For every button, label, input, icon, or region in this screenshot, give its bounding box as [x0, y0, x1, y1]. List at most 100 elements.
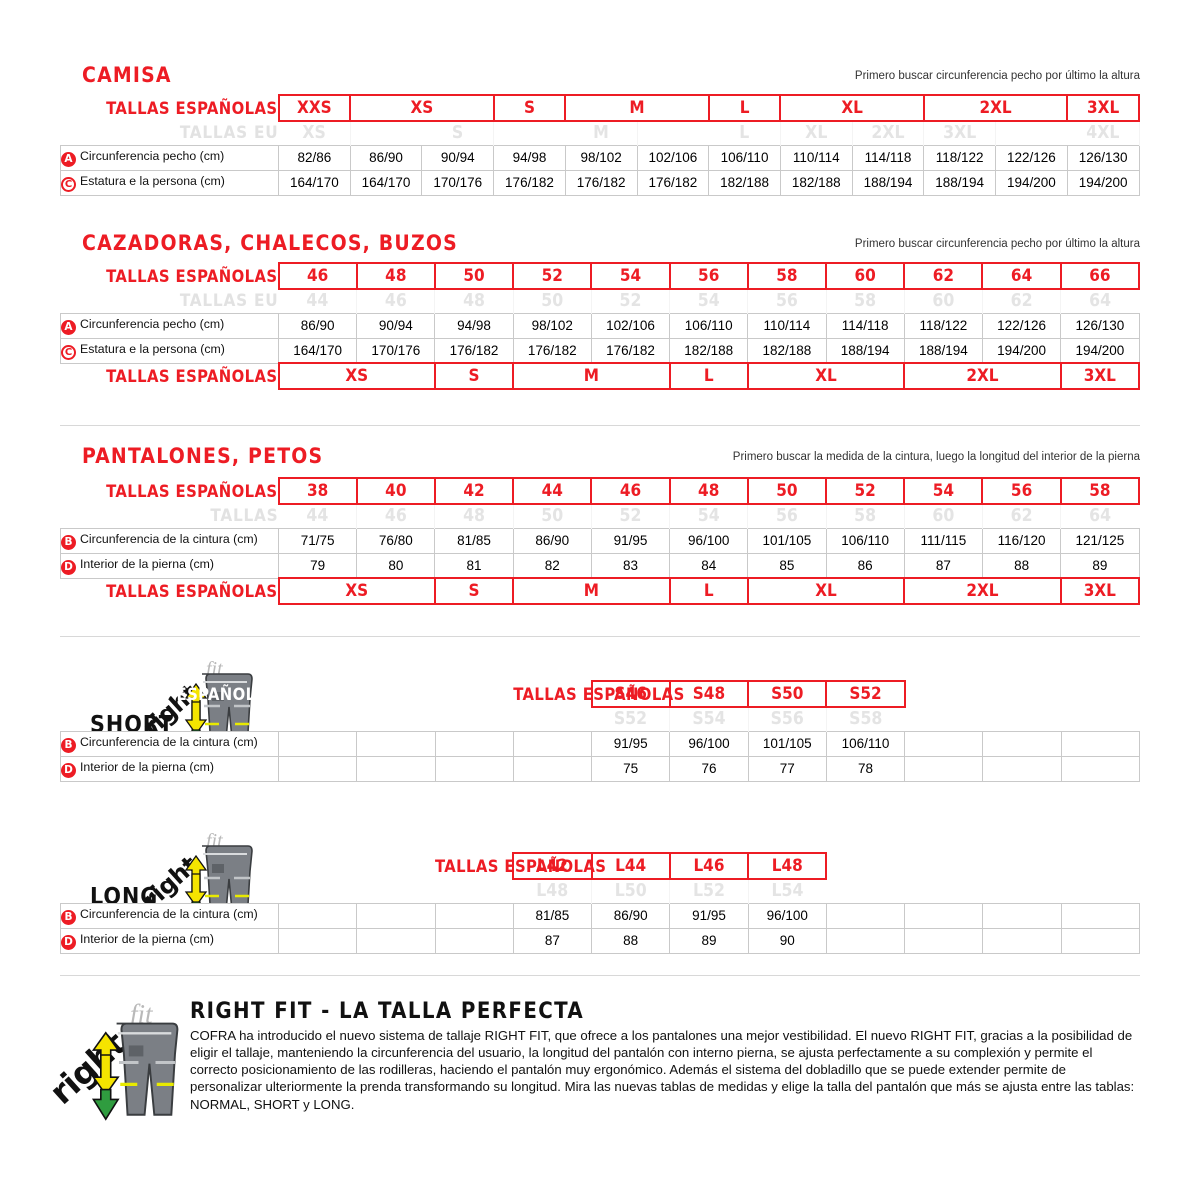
table-cell: 91/95 — [669, 902, 749, 929]
table-cell: 116/120 — [981, 527, 1062, 554]
table-cell — [982, 730, 1062, 757]
pantalones-es-size[interactable]: 56 — [981, 477, 1062, 505]
short-eu-size: S58 — [849, 709, 883, 730]
long-es-size[interactable]: L46 — [668, 852, 750, 880]
camisa-es-size[interactable]: 2XL — [922, 94, 1069, 122]
cazadoras-footer-size[interactable]: L — [668, 362, 749, 390]
camisa-title: CAMISA — [82, 63, 172, 87]
pantalones-es-size[interactable]: 46 — [590, 477, 671, 505]
cazadoras-es-size[interactable]: 56 — [668, 262, 749, 290]
table-cell — [904, 730, 984, 757]
pantalones-footer-size[interactable]: XL — [746, 577, 906, 605]
cazadoras-es-size[interactable]: 66 — [1059, 262, 1141, 290]
cazadoras-footer-size[interactable]: XL — [746, 362, 906, 390]
camisa-eu-size: 3XL — [923, 121, 997, 145]
row-label-text: Circunferencia pecho (cm) — [80, 316, 225, 331]
cazadoras-footer-size[interactable]: M — [512, 362, 671, 390]
pantalones-title: PANTALONES, PETOS — [82, 444, 324, 468]
pantalones-es-size[interactable]: 40 — [355, 477, 436, 505]
cazadoras-footer-size[interactable]: S — [433, 362, 515, 390]
table-cell — [1060, 927, 1141, 954]
spacer — [1061, 707, 1139, 731]
pants-icon — [202, 673, 253, 750]
table-cell: 89 — [669, 927, 749, 954]
cazadoras-es-size[interactable]: 46 — [277, 262, 358, 290]
cazadoras-es-size[interactable]: 62 — [903, 262, 984, 290]
table-cell: 164/170 — [277, 337, 358, 364]
table-cell — [434, 927, 514, 954]
cazadoras-es-header-row: TALLAS ESPAÑOLAS 46 48 50 52 54 56 58 60… — [61, 262, 1141, 290]
pantalones-footer-size[interactable]: 3XL — [1059, 577, 1141, 605]
pantalones-es-size[interactable]: 42 — [433, 477, 515, 505]
pantalones-es-size[interactable]: 44 — [512, 477, 593, 505]
pantalones-footer-size[interactable]: L — [668, 577, 749, 605]
short-es-size[interactable]: S48 — [668, 680, 750, 708]
long-es-size[interactable]: L44 — [590, 852, 671, 880]
pantalones-es-size[interactable]: 58 — [1059, 477, 1141, 505]
short-es-size[interactable]: S50 — [747, 680, 828, 708]
table-cell: 118/122 — [923, 144, 997, 171]
pantalones-eu-size: 64 — [1089, 506, 1112, 527]
camisa-es-size[interactable]: L — [707, 94, 782, 122]
cazadoras-es-size[interactable]: 50 — [433, 262, 515, 290]
cazadoras-eu-label: TALLAS EU — [179, 290, 279, 311]
table-cell — [904, 755, 984, 782]
long-es-header-row: TALLAS ESPAÑOLAS L42 L44 L46 L48 — [61, 852, 1140, 880]
table-row: A Circunferencia pecho (cm) 86/90 90/94 9… — [60, 312, 1140, 339]
pantalones-eu-size: 46 — [356, 504, 436, 528]
camisa-eu-row: TALLAS EU XS S M L XL 2XL 3XL 4XL — [61, 121, 1140, 145]
pantalones-es-size[interactable]: 48 — [668, 477, 749, 505]
camisa-es-size[interactable]: M — [564, 94, 710, 122]
camisa-es-size[interactable]: S — [492, 94, 567, 122]
camisa-row-label-c: C Estatura e la persona (cm) — [60, 169, 279, 196]
pantalones-footer-size[interactable]: XS — [277, 577, 436, 605]
camisa-es-size[interactable]: XL — [779, 94, 925, 122]
pantalones-footer-size[interactable]: S — [433, 577, 515, 605]
cazadoras-es-size[interactable]: 64 — [981, 262, 1062, 290]
table-cell: 102/106 — [636, 144, 710, 171]
table-cell: 110/114 — [779, 144, 853, 171]
pantalones-es-size[interactable]: 52 — [825, 477, 906, 505]
short-es-size[interactable]: S52 — [825, 680, 906, 708]
table-cell: 86/90 — [512, 527, 592, 554]
pantalones-footer-label: TALLAS ESPAÑOLAS — [106, 581, 278, 601]
table-cell: 81/85 — [434, 527, 514, 554]
cazadoras-es-size[interactable]: 60 — [825, 262, 906, 290]
cazadoras-es-size[interactable]: 58 — [746, 262, 828, 290]
table-cell: 121/125 — [1060, 527, 1140, 554]
cazadoras-footer-size[interactable]: 2XL — [903, 362, 1062, 390]
short-row-label-b: B Circunferencia de la cintura (cm) — [60, 730, 279, 757]
long-es-size[interactable]: L42 — [512, 852, 593, 880]
cazadoras-table: TALLAS ESPAÑOLAS 46 48 50 52 54 56 58 60… — [60, 262, 1141, 390]
cazadoras-es-size[interactable]: 48 — [355, 262, 436, 290]
table-row: B Circunferencia de la cintura (cm) 91/95… — [60, 730, 1141, 757]
camisa-es-size[interactable]: XS — [349, 94, 495, 122]
table-cell — [982, 927, 1062, 954]
cazadoras-footer-size[interactable]: XS — [277, 362, 436, 390]
rightfit-logo-fit-text: fit — [130, 999, 153, 1029]
table-cell: 86/90 — [349, 144, 423, 171]
long-es-size[interactable]: L48 — [747, 852, 828, 880]
table-cell: 176/182 — [636, 169, 710, 196]
table-cell: 118/122 — [903, 312, 983, 339]
camisa-es-size[interactable]: 3XL — [1066, 94, 1140, 122]
cazadoras-es-size[interactable]: 52 — [512, 262, 593, 290]
cazadoras-es-size[interactable]: 54 — [590, 262, 671, 290]
cazadoras-footer-size[interactable]: 3XL — [1059, 362, 1141, 390]
rightfit-description: COFRA ha introducido el nuevo sistema de… — [190, 1028, 1135, 1112]
pantalones-footer-size[interactable]: M — [512, 577, 671, 605]
pantalones-es-size[interactable]: 54 — [903, 477, 984, 505]
pantalones-footer-size[interactable]: 2XL — [903, 577, 1062, 605]
short-es-size[interactable]: S46 — [590, 680, 671, 708]
camisa-es-size[interactable]: XXS — [277, 94, 352, 122]
spacer — [435, 707, 513, 731]
pantalones-es-size[interactable]: 38 — [277, 477, 358, 505]
table-cell: 82 — [512, 552, 592, 579]
spacer — [983, 681, 1061, 707]
spacer — [61, 879, 279, 903]
spacer — [61, 707, 279, 731]
badge-d-icon: D — [61, 762, 76, 778]
pantalones-eu-label: TALLAS — [210, 505, 279, 526]
table-cell: 77 — [747, 755, 827, 782]
pantalones-es-size[interactable]: 50 — [746, 477, 828, 505]
